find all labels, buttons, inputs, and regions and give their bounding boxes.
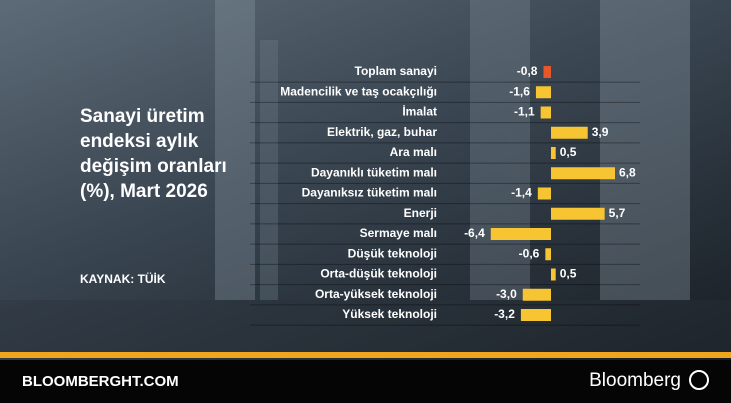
category-label: Enerji bbox=[404, 206, 437, 220]
bar bbox=[491, 228, 551, 240]
bar bbox=[536, 86, 551, 98]
logo bbox=[689, 370, 709, 390]
value-label: -1,4 bbox=[511, 186, 532, 200]
bar bbox=[551, 127, 588, 139]
value-label: -0,6 bbox=[519, 246, 540, 260]
bar bbox=[545, 248, 551, 260]
category-label: Yüksek teknoloji bbox=[342, 307, 437, 321]
category-label: İmalat bbox=[402, 104, 437, 119]
category-label: Sermaye malı bbox=[360, 226, 437, 240]
category-label: Toplam sanayi bbox=[355, 64, 437, 78]
brand: Bloomberg bbox=[589, 370, 681, 392]
category-label: Elektrik, gaz, buhar bbox=[327, 125, 437, 139]
bar bbox=[551, 269, 556, 281]
footer: BLOOMBERGHT.COM Bloomberg bbox=[0, 360, 731, 403]
bar bbox=[543, 66, 551, 78]
bar bbox=[538, 188, 551, 200]
category-label: Orta-düşük teknoloji bbox=[320, 267, 437, 281]
bar bbox=[551, 147, 556, 159]
source: KAYNAK: TÜİK bbox=[80, 272, 166, 286]
category-label: Orta-yüksek teknoloji bbox=[315, 287, 437, 301]
stripe bbox=[0, 352, 731, 358]
value-label: 0,5 bbox=[560, 145, 577, 159]
value-label: -6,4 bbox=[464, 226, 485, 240]
chart-title: Sanayi üretim endeksi aylık değişim oran… bbox=[80, 104, 240, 204]
value-label: 5,7 bbox=[609, 206, 626, 220]
value-label: -0,8 bbox=[517, 64, 538, 78]
bar bbox=[551, 167, 615, 179]
infographic: Toplam sanayi -0,8 Madencilik ve taş ocakç… bbox=[0, 0, 731, 403]
site-name: BLOOMBERGHT.COM bbox=[22, 373, 179, 390]
category-label: Dayanıksız tüketim malı bbox=[302, 186, 437, 200]
category-label: Düşük teknoloji bbox=[348, 246, 437, 260]
value-label: -3,2 bbox=[494, 307, 515, 321]
value-label: -1,1 bbox=[514, 105, 535, 119]
value-label: -1,6 bbox=[509, 84, 530, 98]
category-label: Dayanıklı tüketim malı bbox=[311, 165, 437, 179]
value-label: 3,9 bbox=[592, 125, 609, 139]
bar bbox=[523, 289, 551, 301]
bar bbox=[521, 309, 551, 321]
category-label: Ara malı bbox=[390, 145, 437, 159]
bar bbox=[551, 208, 605, 220]
bar bbox=[541, 107, 551, 119]
value-label: -3,0 bbox=[496, 287, 517, 301]
value-label: 0,5 bbox=[560, 267, 577, 281]
value-label: 6,8 bbox=[619, 165, 636, 179]
category-label: Madencilik ve taş ocakçılığı bbox=[280, 84, 437, 98]
